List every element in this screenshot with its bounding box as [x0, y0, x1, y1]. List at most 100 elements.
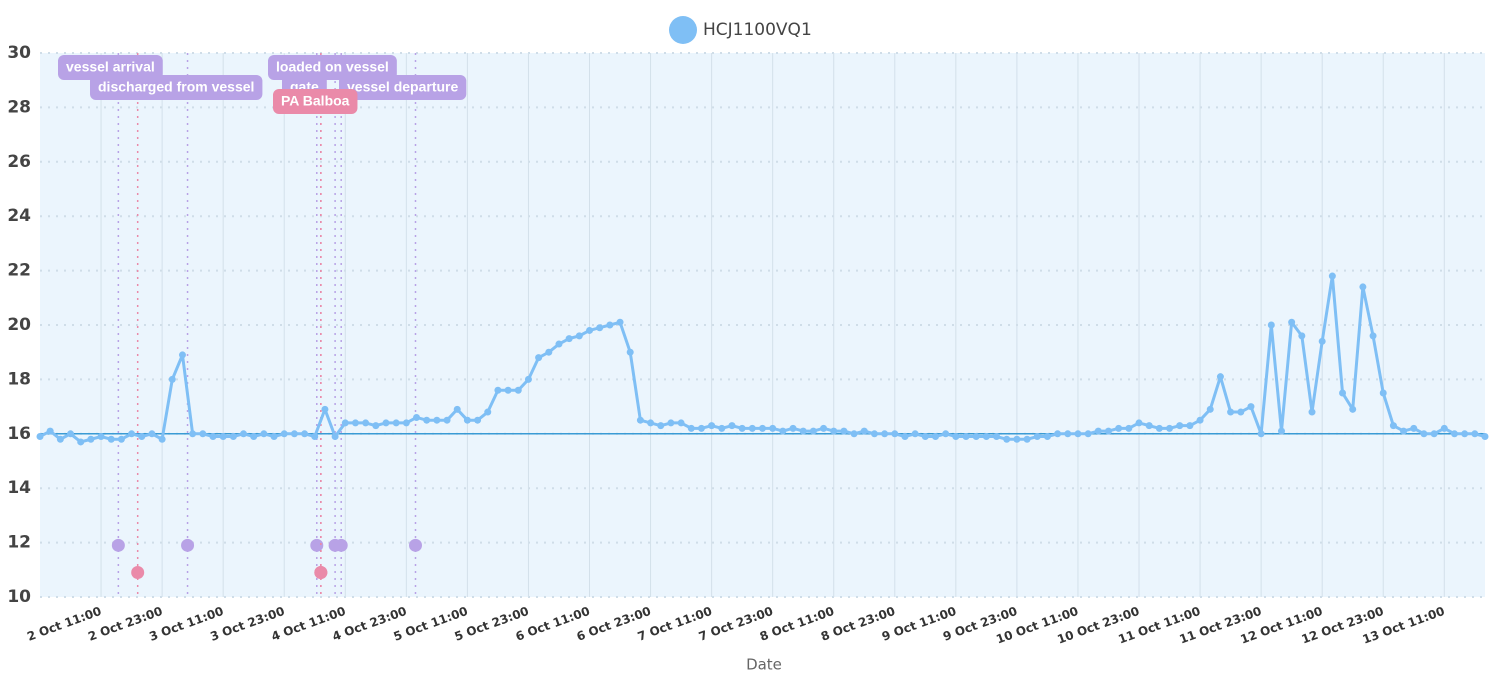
event-label: PA Balboa	[273, 89, 358, 114]
data-point	[921, 433, 929, 441]
data-point	[1339, 389, 1347, 397]
data-point	[36, 433, 44, 441]
data-point	[107, 435, 115, 443]
data-point	[952, 433, 960, 441]
data-point	[1084, 430, 1092, 438]
data-point	[993, 433, 1001, 441]
data-point	[1094, 427, 1102, 435]
data-point	[240, 430, 248, 438]
data-point	[219, 433, 227, 441]
y-tick-label: 14	[7, 478, 31, 498]
y-tick-label: 30	[7, 43, 31, 63]
data-point	[433, 416, 441, 424]
data-point	[1054, 430, 1062, 438]
data-point	[1155, 424, 1163, 432]
data-point	[67, 430, 75, 438]
data-point	[311, 433, 319, 441]
data-point	[697, 424, 705, 432]
data-point	[942, 430, 950, 438]
data-point	[463, 416, 471, 424]
data-point	[1166, 424, 1174, 432]
data-point	[1318, 337, 1326, 345]
data-point	[1115, 424, 1123, 432]
data-point	[891, 430, 899, 438]
data-point	[1288, 318, 1296, 326]
data-point	[931, 433, 939, 441]
data-point	[555, 340, 563, 348]
y-tick-label: 16	[7, 424, 31, 444]
event-label-text: vessel departure	[347, 79, 458, 95]
data-point	[1003, 435, 1011, 443]
data-point	[647, 419, 655, 427]
event-label-box	[58, 55, 163, 80]
data-point	[708, 422, 716, 430]
data-point	[1033, 433, 1041, 441]
data-point	[270, 433, 278, 441]
data-point	[199, 430, 207, 438]
data-point	[1389, 422, 1397, 430]
data-point	[250, 433, 258, 441]
data-point	[1410, 424, 1418, 432]
data-point	[229, 433, 237, 441]
legend-label: HCJ1100VQ1	[703, 20, 812, 40]
data-point	[87, 435, 95, 443]
data-point	[514, 386, 522, 394]
data-point	[1400, 427, 1408, 435]
data-point	[1196, 416, 1204, 424]
data-point	[850, 430, 858, 438]
data-point	[809, 427, 817, 435]
event-label-box	[90, 75, 263, 100]
data-point	[1420, 430, 1428, 438]
data-point	[1430, 430, 1438, 438]
event-label: loaded on vessel	[268, 55, 397, 80]
y-tick-label: 22	[7, 261, 31, 281]
event-label-box	[273, 89, 358, 114]
data-point	[168, 375, 176, 383]
data-point	[504, 386, 512, 394]
event-label: vessel departure	[339, 75, 467, 100]
data-point	[260, 430, 268, 438]
data-point	[77, 438, 85, 446]
data-point	[372, 422, 380, 430]
y-tick-label: 20	[7, 315, 31, 335]
event-label-text: loaded on vessel	[276, 59, 389, 75]
x-axis-title: Date	[746, 656, 782, 674]
event-label-box	[339, 75, 467, 100]
event-marker	[334, 538, 348, 552]
data-point	[748, 424, 756, 432]
data-point	[1064, 430, 1072, 438]
data-point	[158, 435, 166, 443]
data-point	[728, 422, 736, 430]
data-point	[616, 318, 624, 326]
data-point	[972, 433, 980, 441]
data-point	[789, 424, 797, 432]
y-tick-label: 12	[7, 533, 31, 553]
data-point	[565, 335, 573, 343]
data-point	[1461, 430, 1469, 438]
data-point	[840, 427, 848, 435]
data-point	[1145, 422, 1153, 430]
event-label-text: PA Balboa	[281, 93, 350, 109]
data-point	[1379, 389, 1387, 397]
data-point	[1023, 435, 1031, 443]
data-point	[1277, 427, 1285, 435]
y-tick-label: 18	[7, 369, 31, 389]
data-point	[799, 427, 807, 435]
data-point	[1237, 408, 1245, 416]
data-point	[687, 424, 695, 432]
data-point	[117, 435, 125, 443]
data-point	[290, 430, 298, 438]
data-point	[351, 419, 359, 427]
data-point	[667, 419, 675, 427]
data-point	[138, 433, 146, 441]
data-point	[575, 332, 583, 340]
data-point	[1104, 427, 1112, 435]
data-point	[1359, 283, 1367, 291]
data-point	[524, 375, 532, 383]
data-point	[1257, 430, 1265, 438]
data-point	[657, 422, 665, 430]
data-point	[1247, 403, 1255, 411]
data-point	[1125, 424, 1133, 432]
y-tick-label: 26	[7, 152, 31, 172]
